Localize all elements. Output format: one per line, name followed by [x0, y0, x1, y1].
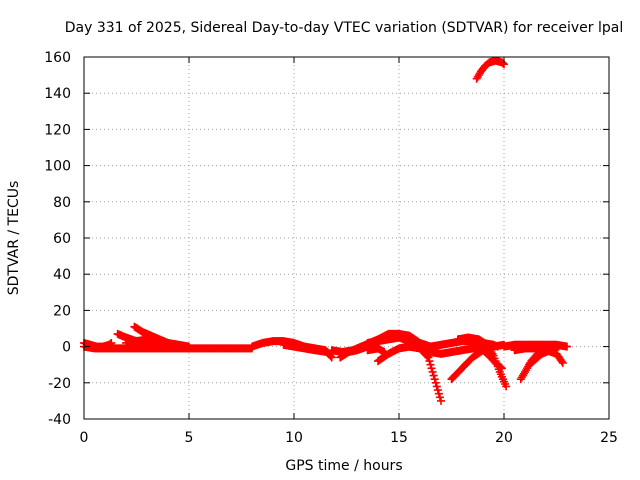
y-axis-label: SDTVAR / TECUs: [6, 181, 22, 296]
data-point: [434, 389, 443, 398]
data-point: [496, 363, 505, 372]
chart-title: Day 331 of 2025, Sidereal Day-to-day VTE…: [65, 20, 623, 36]
data-point: [430, 375, 439, 384]
y-tick-label: -20: [48, 376, 71, 392]
x-tick-label: 25: [600, 430, 618, 446]
series-7: [279, 340, 332, 357]
x-tick-label: 5: [185, 430, 194, 446]
axes: [83, 56, 610, 420]
data-point: [435, 393, 444, 402]
x-tick-label: 15: [390, 430, 408, 446]
data-point: [558, 358, 567, 367]
data-point: [554, 342, 563, 351]
data-point: [326, 352, 335, 361]
y-tick-label: 20: [53, 303, 71, 319]
x-tick-label: 0: [80, 430, 89, 446]
y-tick-label: 0: [62, 340, 71, 356]
tick-labels: 0 5 10 15 20 25 -40 -20 0 20 40 60 80 100 120 140 160: [44, 50, 618, 446]
data-point: [557, 357, 566, 366]
data-point: [428, 367, 437, 376]
y-tick-label: 40: [53, 267, 71, 283]
data-point: [323, 348, 332, 357]
data-point: [437, 396, 445, 405]
y-tick-label: 160: [44, 50, 71, 66]
data-point: [563, 342, 571, 351]
y-tick-label: 120: [44, 122, 71, 138]
data-point: [432, 382, 441, 391]
series-16: [453, 333, 511, 391]
data-point: [106, 339, 115, 348]
data-point: [427, 364, 436, 373]
data-point: [498, 59, 507, 68]
data-point: [497, 364, 506, 373]
data-point: [433, 386, 442, 395]
data-layer: [80, 56, 571, 405]
data-point: [185, 342, 193, 351]
series-21: [525, 342, 563, 369]
x-tick-label: 10: [285, 430, 303, 446]
data-point: [426, 360, 435, 369]
y-tick-label: 80: [53, 195, 71, 211]
y-tick-label: 100: [44, 159, 71, 175]
y-tick-label: 60: [53, 231, 71, 247]
data-point: [429, 371, 438, 380]
series-17: [468, 338, 506, 373]
series-5: [122, 335, 193, 351]
x-axis-label: GPS time / hours: [285, 458, 402, 474]
x-tick-label: 20: [495, 430, 513, 446]
data-point: [327, 353, 336, 362]
series-22: [472, 56, 508, 83]
series-15: [447, 340, 508, 384]
data-point: [425, 357, 434, 366]
data-point: [431, 378, 440, 387]
y-tick-label: -40: [48, 412, 71, 428]
data-point: [502, 382, 511, 391]
grid: [84, 57, 609, 419]
y-tick-label: 140: [44, 86, 71, 102]
data-point: [107, 338, 116, 347]
